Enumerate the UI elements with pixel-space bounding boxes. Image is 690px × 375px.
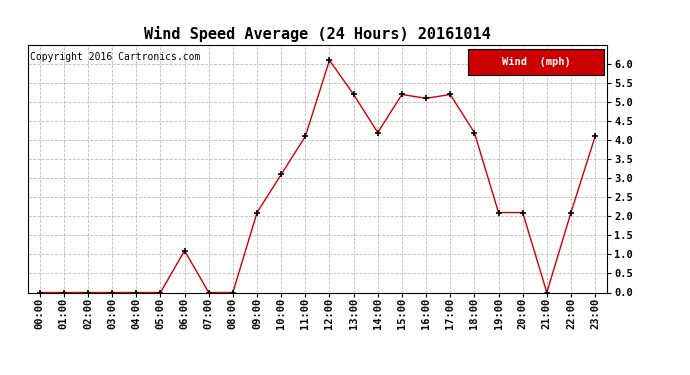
Title: Wind Speed Average (24 Hours) 20161014: Wind Speed Average (24 Hours) 20161014 xyxy=(144,27,491,42)
Text: Copyright 2016 Cartronics.com: Copyright 2016 Cartronics.com xyxy=(30,53,201,62)
FancyBboxPatch shape xyxy=(468,49,604,75)
Text: Wind  (mph): Wind (mph) xyxy=(502,57,571,67)
